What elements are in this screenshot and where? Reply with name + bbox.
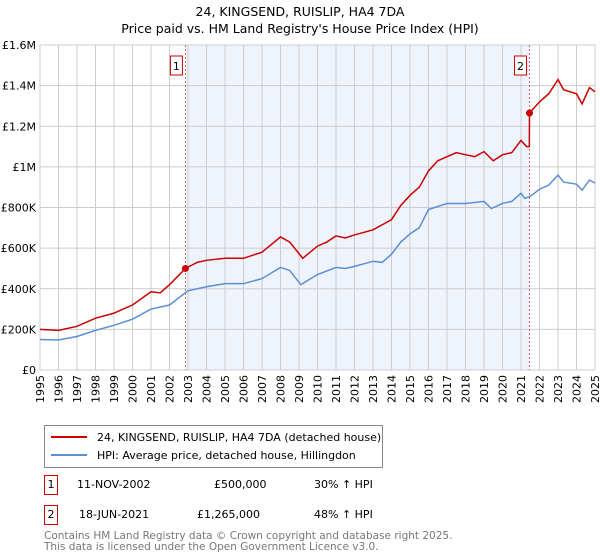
chart-title: 24, KINGSEND, RUISLIP, HA4 7DA bbox=[195, 4, 405, 19]
x-tick-label: 2009 bbox=[293, 375, 306, 403]
sale-point bbox=[181, 264, 189, 272]
footer: Contains HM Land Registry data © Crown c… bbox=[44, 531, 452, 553]
footer-line: This data is licensed under the Open Gov… bbox=[44, 541, 379, 553]
y-tick-label: £200K bbox=[1, 323, 37, 336]
price-chart: 1995 1996 1997 1998 1999 2000 2001 2002 2003 2004… bbox=[1, 39, 600, 403]
x-tick-label: 2006 bbox=[238, 375, 251, 403]
x-tick-label: 2021 bbox=[515, 375, 528, 403]
x-tick-label: 2011 bbox=[330, 375, 343, 403]
x-tick-label: 2015 bbox=[404, 375, 417, 403]
marker-badge-label: 2 bbox=[517, 60, 524, 73]
transaction-date: 18-JUN-2021 bbox=[79, 508, 150, 521]
sale-point bbox=[526, 109, 534, 117]
x-tick-label: 2007 bbox=[256, 375, 269, 403]
legend-item-property: 24, KINGSEND, RUISLIP, HA4 7DA (detached… bbox=[51, 429, 381, 445]
marker-badge-box bbox=[514, 55, 528, 76]
x-tick-label: 2018 bbox=[460, 375, 473, 403]
transaction-date: 11-NOV-2002 bbox=[77, 478, 151, 491]
y-tick-label: £1M bbox=[13, 161, 37, 174]
legend-swatch-red bbox=[51, 436, 87, 438]
marker-badge: 2 bbox=[44, 505, 58, 525]
y-tick-label: £0 bbox=[22, 364, 36, 377]
y-tick-label: £1.2M bbox=[2, 120, 36, 133]
x-tick-label: 2010 bbox=[312, 375, 325, 403]
x-tick-label: 2003 bbox=[182, 375, 195, 403]
x-tick-label: 2005 bbox=[219, 375, 232, 403]
x-tick-label: 2024 bbox=[571, 375, 584, 403]
x-tick-label: 1996 bbox=[53, 375, 66, 403]
transaction-price: £500,000 bbox=[214, 478, 267, 491]
x-tick-label: 2000 bbox=[127, 375, 140, 403]
y-tick-label: £400K bbox=[1, 283, 37, 296]
marker-badge: 1 bbox=[44, 475, 58, 495]
y-tick-label: £800K bbox=[1, 202, 37, 215]
x-tick-label: 2012 bbox=[349, 375, 362, 403]
x-tick-label: 2008 bbox=[275, 375, 288, 403]
x-tick-label: 2023 bbox=[552, 375, 565, 403]
x-tick-label: 2004 bbox=[201, 375, 214, 403]
legend-label: 24, KINGSEND, RUISLIP, HA4 7DA (detached… bbox=[97, 430, 382, 444]
x-tick-label: 2022 bbox=[534, 375, 547, 403]
y-tick-label: £1.4M bbox=[2, 80, 36, 93]
x-tick-label: 2020 bbox=[497, 375, 510, 403]
x-tick-label: 1995 bbox=[34, 375, 47, 403]
legend-label: HPI: Average price, detached house, Hill… bbox=[97, 448, 356, 462]
chart-subtitle: Price paid vs. HM Land Registry's House … bbox=[121, 21, 479, 36]
x-tick-label: 2025 bbox=[589, 375, 600, 403]
transaction-row: 2 18-JUN-2021 £1,265,000 48% ↑ HPI bbox=[44, 505, 444, 525]
x-tick-label: 2001 bbox=[145, 375, 158, 403]
series-line bbox=[39, 173, 596, 341]
marker-badge-label: 1 bbox=[173, 60, 180, 73]
footer-line: Contains HM Land Registry data © Crown c… bbox=[44, 530, 453, 542]
transaction-hpi: 30% ↑ HPI bbox=[314, 478, 373, 491]
y-tick-label: £600K bbox=[1, 242, 37, 255]
legend-swatch-blue bbox=[51, 454, 87, 456]
y-tick-label: £1.6M bbox=[2, 39, 36, 52]
x-tick-label: 1999 bbox=[108, 375, 121, 403]
x-tick-label: 2017 bbox=[441, 375, 454, 403]
x-tick-label: 2014 bbox=[386, 375, 399, 403]
x-tick-label: 2002 bbox=[164, 375, 177, 403]
x-tick-label: 2013 bbox=[367, 375, 380, 403]
legend: 24, KINGSEND, RUISLIP, HA4 7DA (detached… bbox=[44, 425, 383, 468]
series-line bbox=[39, 78, 596, 332]
marker-badge-box bbox=[169, 55, 183, 76]
x-tick-label: 2019 bbox=[478, 375, 491, 403]
transaction-price: £1,265,000 bbox=[197, 508, 260, 521]
x-tick-label: 1997 bbox=[71, 375, 84, 403]
x-tick-label: 2016 bbox=[423, 375, 436, 403]
transaction-hpi: 48% ↑ HPI bbox=[314, 508, 373, 521]
x-tick-label: 1998 bbox=[90, 375, 103, 403]
legend-item-hpi: HPI: Average price, detached house, Hill… bbox=[51, 447, 356, 463]
transaction-row: 1 11-NOV-2002 £500,000 30% ↑ HPI bbox=[44, 475, 444, 495]
